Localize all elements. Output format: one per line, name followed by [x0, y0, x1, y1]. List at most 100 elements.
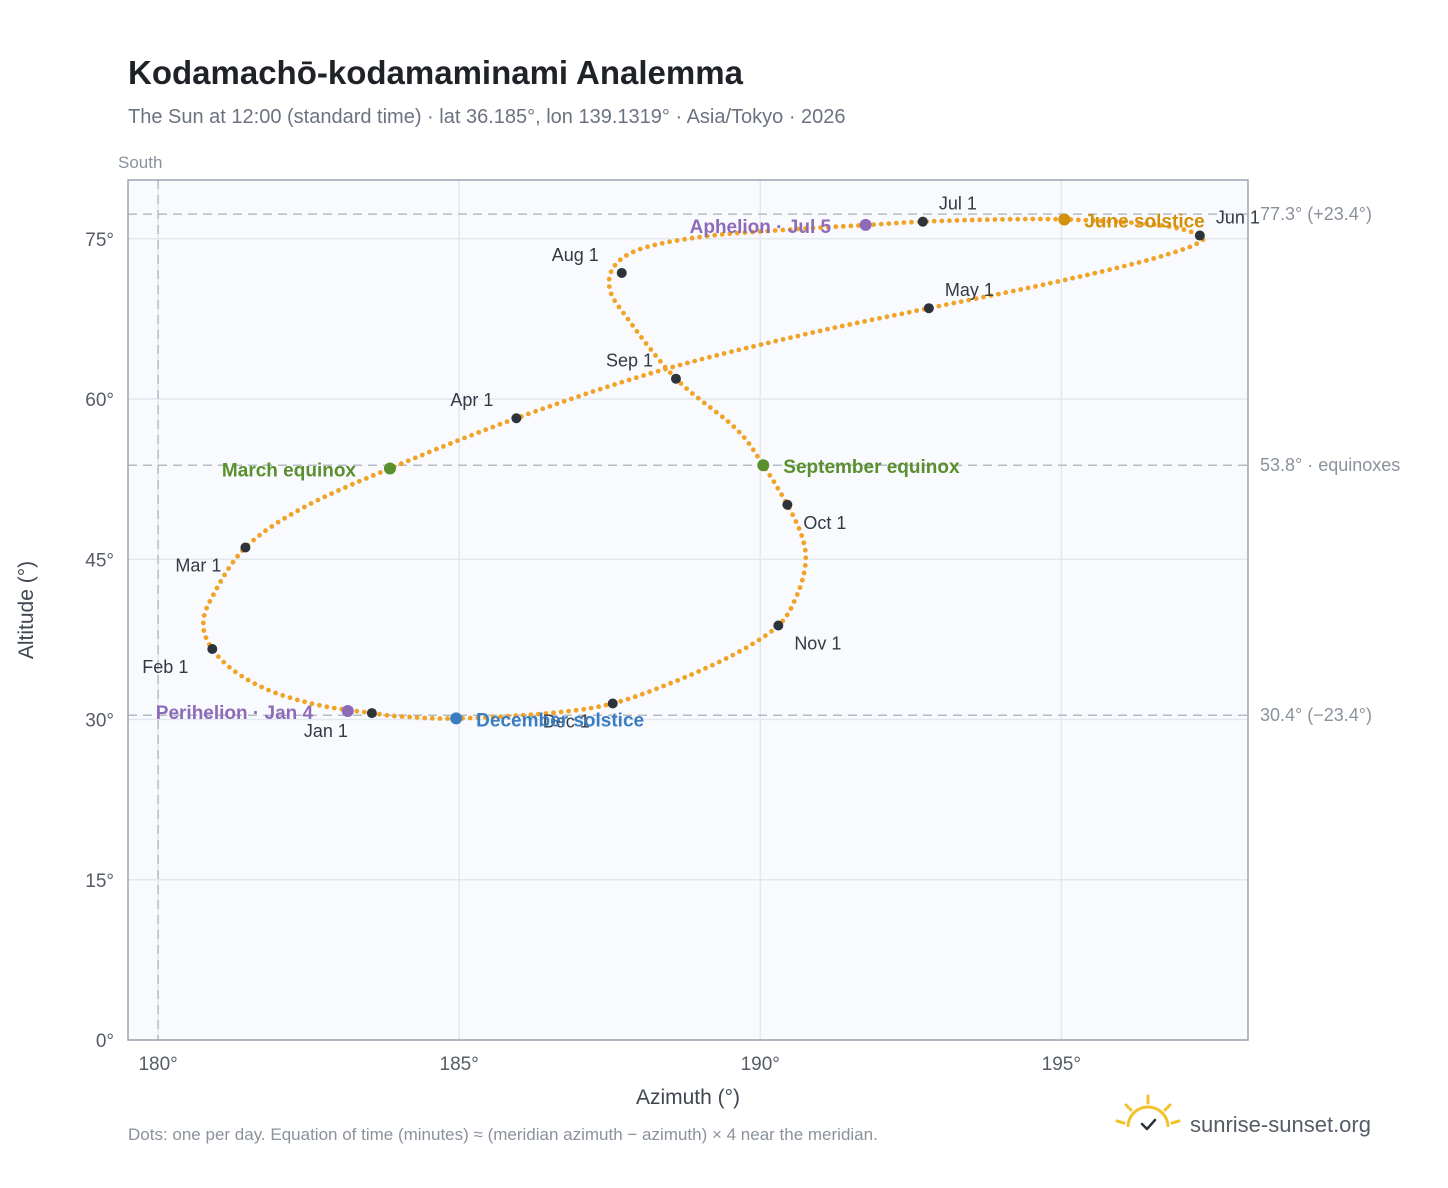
daily-sun-dot: [810, 330, 816, 335]
daily-sun-dot: [847, 322, 853, 327]
daily-sun-dot: [540, 406, 546, 412]
daily-sun-dot: [633, 375, 639, 381]
daily-sun-dot: [939, 218, 945, 224]
daily-sun-dot: [363, 476, 369, 481]
daily-sun-dot: [329, 491, 334, 496]
daily-sun-dot: [445, 716, 450, 721]
daily-sun-dot: [266, 687, 271, 693]
daily-sun-dot: [612, 262, 618, 268]
daily-sun-dot: [943, 302, 949, 307]
daily-sun-dot: [799, 577, 805, 583]
month-marker-label: Feb 1: [142, 657, 188, 677]
daily-sun-dot: [906, 309, 912, 315]
daily-sun-dot: [547, 403, 553, 409]
daily-sun-dot: [377, 711, 382, 717]
daily-sun-dot: [259, 684, 264, 690]
daily-sun-dot: [751, 344, 756, 349]
daily-sun-dot: [712, 232, 718, 238]
daily-sun-dot: [1180, 247, 1186, 252]
daily-sun-dot: [1062, 277, 1068, 283]
daily-sun-dot: [422, 715, 428, 721]
daily-sun-dot: [802, 331, 808, 337]
daily-sun-dot: [966, 297, 972, 303]
daily-sun-dot: [958, 299, 964, 304]
month-marker-label: May 1: [945, 280, 994, 300]
daily-sun-dot: [331, 705, 337, 711]
daily-sun-dot: [707, 354, 712, 360]
daily-sun-dot: [794, 592, 800, 597]
daily-sun-dot: [536, 711, 541, 717]
daily-sun-dot: [551, 710, 556, 716]
daily-sun-dot: [308, 501, 314, 506]
daily-sun-dot: [719, 232, 725, 237]
daily-sun-dot: [317, 702, 322, 708]
daily-sun-dot: [475, 715, 481, 721]
daily-sun-dot: [252, 681, 258, 687]
daily-sun-dot: [1098, 218, 1104, 224]
daily-sun-dot: [561, 398, 567, 404]
daily-sun-dot: [462, 435, 467, 441]
daily-sun-dot: [639, 691, 645, 697]
daily-sun-dot: [287, 695, 293, 701]
footnote: Dots: one per day. Equation of time (min…: [128, 1125, 878, 1144]
daily-sun-dot: [757, 229, 763, 234]
y-tick-label: 0°: [96, 1031, 114, 1052]
month-marker-dot: [670, 373, 681, 384]
daily-sun-dot: [504, 419, 510, 425]
daily-sun-dot: [758, 342, 764, 347]
daily-sun-dot: [295, 508, 301, 514]
daily-sun-dot: [878, 221, 884, 227]
daily-sun-dot: [526, 411, 531, 417]
event-marker-dot: [859, 218, 872, 231]
daily-sun-dot: [854, 320, 860, 326]
daily-sun-dot: [1010, 288, 1016, 294]
daily-sun-dot: [618, 698, 624, 704]
daily-sun-dot: [282, 515, 287, 521]
brand-name: sunrise-sunset.org: [1190, 1112, 1371, 1137]
daily-sun-dot: [771, 479, 777, 485]
daily-sun-dot: [230, 559, 236, 565]
month-marker-label: Jan 1: [304, 721, 348, 741]
daily-sun-dot: [1159, 223, 1164, 228]
daily-sun-dot: [1144, 258, 1149, 263]
daily-sun-dot: [214, 585, 220, 591]
daily-sun-dot: [392, 713, 397, 719]
daily-sun-dot: [315, 497, 321, 503]
daily-sun-dot: [398, 461, 404, 467]
daily-sun-dot: [947, 218, 952, 224]
daily-sun-dot: [832, 325, 838, 330]
x-tick-label: 190°: [741, 1054, 780, 1075]
daily-sun-dot: [1121, 263, 1127, 269]
daily-sun-dot: [1076, 217, 1081, 223]
daily-sun-dot: [756, 637, 762, 643]
event-marker-dot: [341, 704, 354, 717]
daily-sun-dot: [273, 690, 278, 696]
daily-sun-dot: [662, 364, 668, 370]
daily-sun-dot: [218, 579, 224, 584]
daily-sun-dot: [419, 452, 425, 458]
daily-sun-dot: [802, 563, 808, 568]
daily-sun-dot: [791, 599, 797, 604]
daily-sun-dot: [1007, 216, 1013, 222]
daily-sun-dot: [201, 613, 207, 618]
daily-sun-dot: [787, 227, 793, 232]
daily-sun-dot: [605, 384, 610, 390]
daily-sun-dot: [1106, 218, 1112, 224]
daily-sun-dot: [723, 656, 729, 661]
daily-sun-dot: [713, 409, 719, 415]
daily-sun-dot: [566, 708, 571, 714]
daily-sun-dot: [322, 494, 328, 500]
daily-sun-dot: [476, 430, 482, 435]
daily-sun-dot: [533, 408, 538, 414]
daily-sun-dot: [772, 228, 778, 233]
daily-sun-dot: [643, 341, 649, 346]
daily-sun-dot: [719, 414, 725, 420]
daily-sun-dot: [734, 230, 740, 236]
daily-sun-dot: [914, 308, 919, 314]
daily-sun-dot: [701, 400, 707, 406]
daily-sun-dot: [625, 696, 631, 702]
event-marker-dot: [757, 459, 770, 472]
daily-sun-dot: [750, 229, 755, 235]
daily-sun-dot: [653, 353, 658, 358]
